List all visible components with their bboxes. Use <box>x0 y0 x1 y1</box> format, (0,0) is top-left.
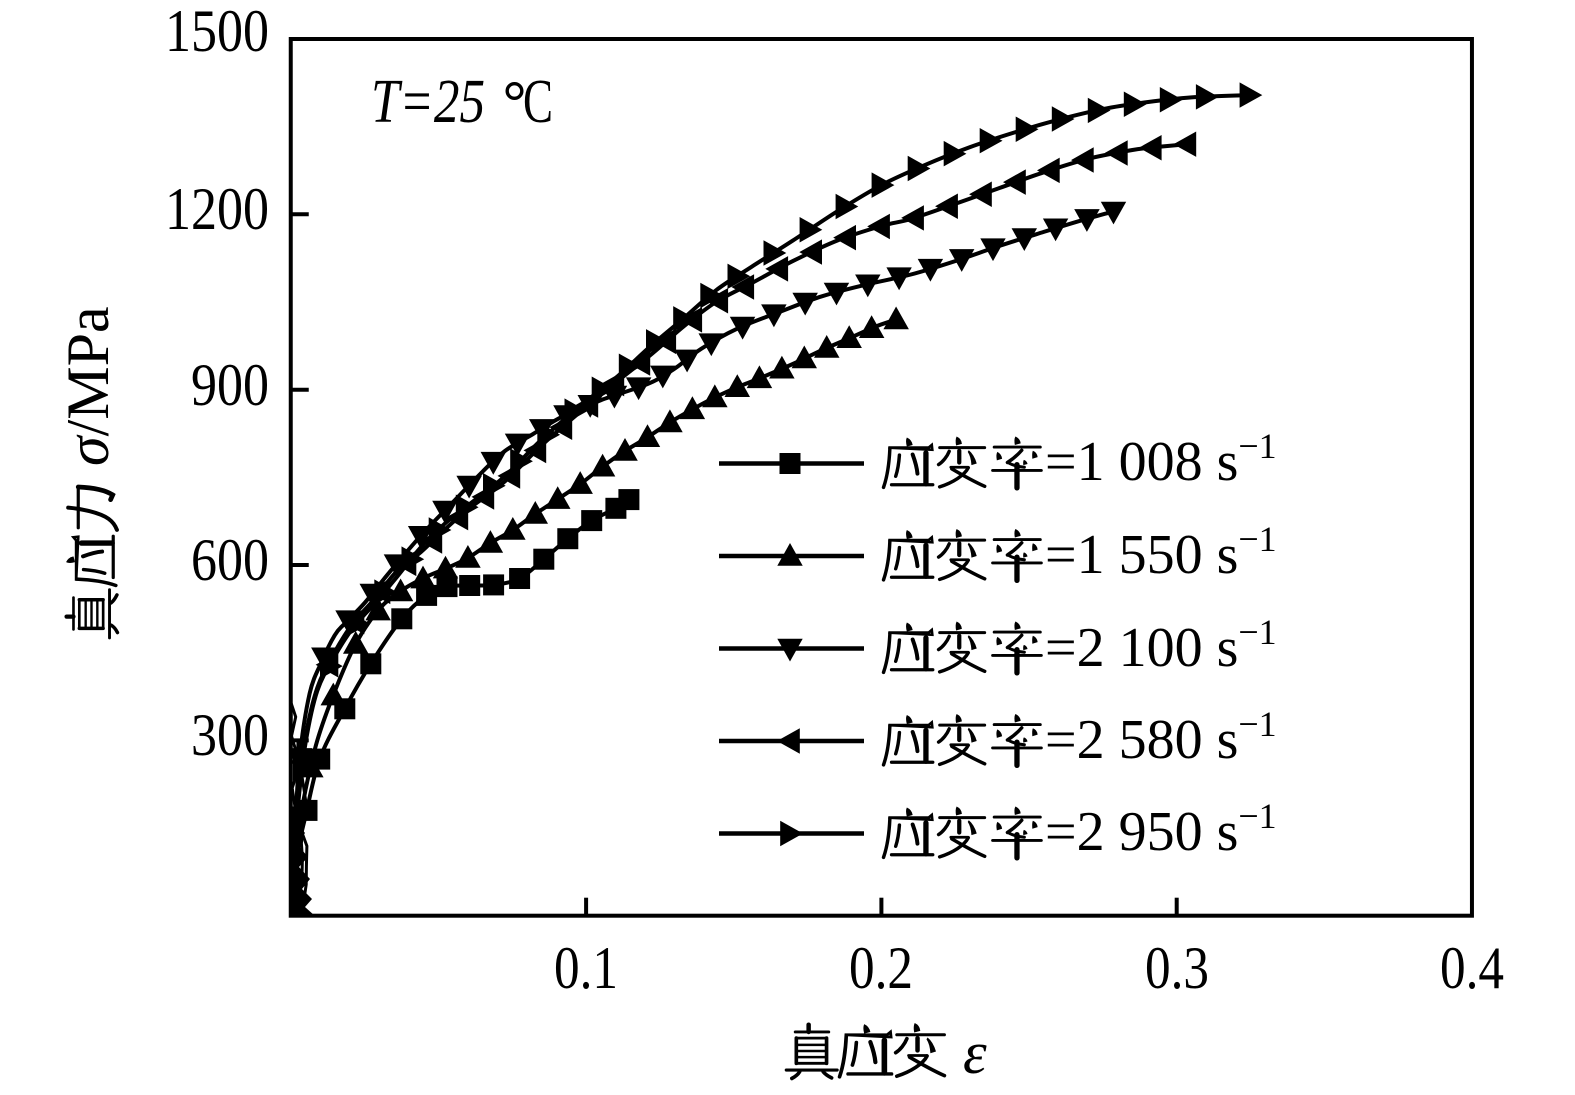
svg-text:900: 900 <box>191 352 269 418</box>
svg-text:1500: 1500 <box>165 0 269 64</box>
svg-text:0.3: 0.3 <box>1145 935 1209 1001</box>
svg-text:C: C <box>523 68 553 136</box>
svg-text:=2 580 s−1: =2 580 s−1 <box>1045 704 1277 771</box>
svg-text:1200: 1200 <box>165 176 269 242</box>
svg-text:0.2: 0.2 <box>849 935 913 1001</box>
svg-text:0.1: 0.1 <box>554 935 618 1001</box>
svg-text:0.4: 0.4 <box>1440 935 1504 1001</box>
svg-text:=2 100 s−1: =2 100 s−1 <box>1045 612 1277 679</box>
svg-text:σ/MPa: σ/MPa <box>55 306 121 466</box>
svg-text:600: 600 <box>191 527 269 593</box>
svg-text:ε: ε <box>963 1020 987 1086</box>
svg-text:300: 300 <box>191 702 269 768</box>
svg-text:=2 950 s−1: =2 950 s−1 <box>1045 796 1277 863</box>
svg-text:=1 550 s−1: =1 550 s−1 <box>1045 519 1277 586</box>
svg-text:=1 008 s−1: =1 008 s−1 <box>1045 426 1277 493</box>
svg-text:T=25: T=25 <box>371 68 485 136</box>
